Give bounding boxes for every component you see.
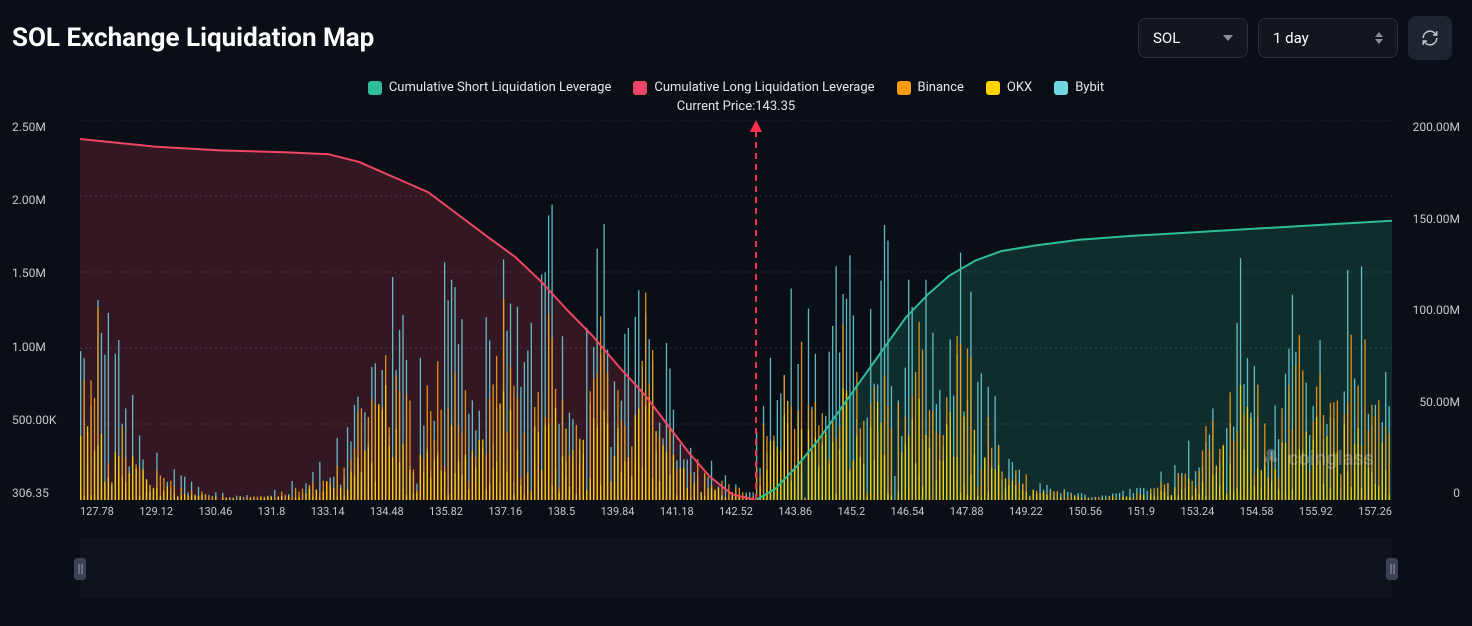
slider-handle-right[interactable]: [1386, 558, 1398, 580]
x-tick: 149.22: [1009, 505, 1043, 518]
refresh-button[interactable]: [1408, 16, 1452, 60]
x-tick: 150.56: [1068, 505, 1102, 518]
asset-select-value: SOL: [1153, 29, 1180, 47]
x-tick: 145.2: [838, 505, 866, 518]
page-title: SOL Exchange Liquidation Map: [12, 23, 374, 53]
legend-label: Cumulative Short Liquidation Leverage: [389, 80, 612, 95]
legend-label: OKX: [1007, 80, 1032, 95]
sort-icon: [1375, 32, 1383, 44]
y-left-tick: 1.50M: [12, 266, 72, 280]
y-right-tick: 100.00M: [1400, 303, 1460, 317]
x-tick: 153.24: [1180, 505, 1214, 518]
range-select[interactable]: 1 day: [1258, 18, 1398, 58]
y-right-tick: 200.00M: [1400, 120, 1460, 134]
x-tick: 157.26: [1358, 505, 1392, 518]
x-tick: 154.58: [1240, 505, 1274, 518]
x-tick: 141.18: [660, 505, 694, 518]
legend-swatch: [368, 81, 382, 95]
x-tick: 146.54: [891, 505, 925, 518]
x-axis: 127.78 129.12 130.46 131.8 133.14 134.48 135.8…: [80, 505, 1392, 518]
x-tick: 129.12: [139, 505, 173, 518]
range-slider[interactable]: [80, 538, 1392, 598]
x-tick: 130.46: [198, 505, 232, 518]
asset-select[interactable]: SOL: [1138, 18, 1248, 58]
legend-swatch: [986, 81, 1000, 95]
y-left-tick: 500.00K: [12, 413, 72, 427]
y-left-tick: 306.35: [12, 486, 72, 500]
x-tick: 142.52: [719, 505, 753, 518]
x-tick: 151.9: [1127, 505, 1155, 518]
legend-swatch: [897, 81, 911, 95]
x-tick: 147.88: [950, 505, 984, 518]
x-tick: 131.8: [258, 505, 286, 518]
legend-item[interactable]: Cumulative Short Liquidation Leverage: [368, 80, 612, 95]
header-controls: SOL 1 day: [1138, 16, 1452, 60]
y-left-tick: 2.50M: [12, 120, 72, 134]
y-right-tick: 0: [1400, 486, 1460, 500]
legend-swatch: [1054, 81, 1068, 95]
range-select-value: 1 day: [1273, 29, 1309, 47]
x-tick: 137.16: [488, 505, 522, 518]
refresh-icon: [1421, 29, 1439, 47]
x-tick: 134.48: [370, 505, 404, 518]
liquidation-chart[interactable]: [80, 120, 1392, 500]
y-axis-left: 2.50M 2.00M 1.50M 1.00M 500.00K 306.35: [12, 120, 72, 500]
x-tick: 135.82: [429, 505, 463, 518]
watermark: coinglass: [1260, 446, 1374, 470]
y-left-tick: 1.00M: [12, 340, 72, 354]
y-right-tick: 150.00M: [1400, 212, 1460, 226]
legend-item[interactable]: Bybit: [1054, 80, 1104, 95]
y-left-tick: 2.00M: [12, 193, 72, 207]
logo-icon: [1260, 447, 1282, 469]
legend-item[interactable]: Cumulative Long Liquidation Leverage: [633, 80, 874, 95]
y-right-tick: 50.00M: [1400, 395, 1460, 409]
current-price-label: Current Price:143.35: [0, 99, 1472, 120]
y-axis-right: 200.00M 150.00M 100.00M 50.00M 0: [1400, 120, 1460, 500]
legend-label: Cumulative Long Liquidation Leverage: [654, 80, 874, 95]
legend-label: Binance: [918, 80, 964, 95]
legend-item[interactable]: Binance: [897, 80, 964, 95]
legend-label: Bybit: [1075, 80, 1104, 95]
x-tick: 143.86: [778, 505, 812, 518]
chart-area: 2.50M 2.00M 1.50M 1.00M 500.00K 306.35 200.00…: [8, 120, 1464, 530]
x-tick: 139.84: [601, 505, 635, 518]
chevron-down-icon: [1223, 35, 1233, 41]
slider-handle-left[interactable]: [74, 558, 86, 580]
x-tick: 127.78: [80, 505, 114, 518]
x-tick: 138.5: [548, 505, 576, 518]
chart-legend: Cumulative Short Liquidation Leverage Cum…: [0, 60, 1472, 99]
legend-item[interactable]: OKX: [986, 80, 1032, 95]
x-tick: 133.14: [311, 505, 345, 518]
legend-swatch: [633, 81, 647, 95]
x-tick: 155.92: [1299, 505, 1333, 518]
